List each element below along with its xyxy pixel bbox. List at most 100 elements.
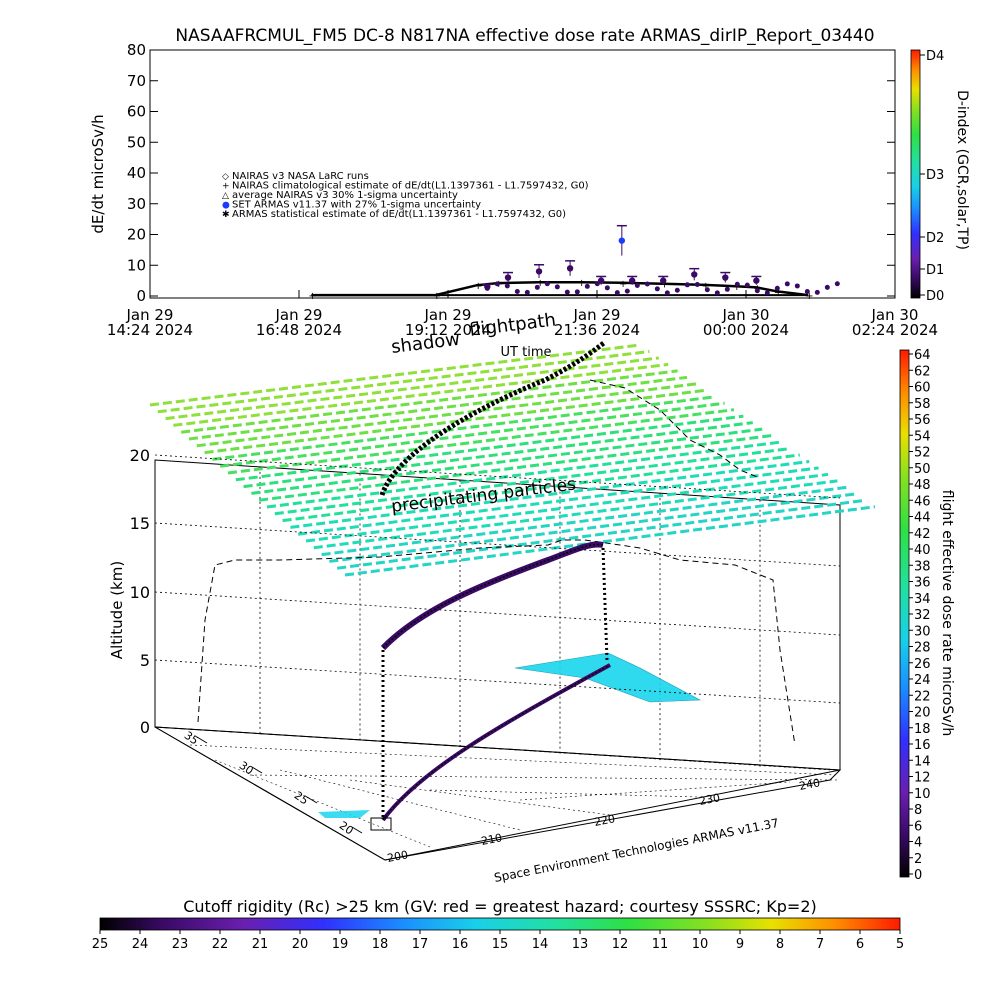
dose-rate-tick-label: 10 [914, 787, 931, 802]
armas-point [564, 289, 570, 295]
particle-row [165, 356, 659, 421]
top-x-tick-time: 02:24 2024 [852, 321, 938, 339]
top-x-tick-time: 14:24 2024 [107, 321, 193, 339]
dose-rate-tick-label: 12 [914, 771, 931, 786]
armas-point [660, 277, 667, 284]
rc-tick-label: 24 [132, 937, 149, 952]
nairas-point: + [660, 280, 668, 291]
dose-rate-ticks: 0246810121416182022242628303234363840424… [909, 348, 931, 883]
legend-entry: SET ARMAS v11.37 with 27% 1-sigma uncert… [232, 200, 481, 211]
top-x-tick-day: Jan 29 [424, 306, 472, 324]
particle-row [305, 472, 829, 543]
d-index-tick-label: D2 [926, 231, 944, 246]
nairas-point: + [774, 287, 782, 298]
top-y-tick-label: 70 [127, 72, 146, 90]
dose-rate-tick-label: 46 [914, 494, 931, 509]
floor-grid-line [249, 774, 839, 781]
dose-rate-tick-label: 22 [914, 689, 931, 704]
altitude-grid-line [154, 454, 841, 499]
longitude-tick-label: 220 [593, 812, 616, 829]
longitude-ticks: 200 210 220 230 240 [386, 776, 821, 865]
rc-colorbar-ticks: 25 24 23 22 21 20 19 18 17 16 15 14 13 12 11 10 9 8 7 6 5 [92, 930, 904, 952]
dose-rate-tick-label: 18 [914, 722, 931, 737]
top-x-tick-day: Jan 30 [722, 306, 770, 324]
longitude-tick-label: 200 [386, 848, 409, 865]
top-y-tick-label: 80 [127, 41, 146, 59]
origin-marker [370, 817, 392, 831]
armas-point [534, 284, 540, 290]
particle-row [212, 395, 716, 461]
d-index-tick-label: D0 [926, 289, 944, 304]
dose-rate-tick-label: 58 [914, 397, 931, 412]
particle-row [149, 343, 641, 407]
armas-point [614, 290, 620, 296]
altitude-grid-line [154, 659, 841, 704]
rc-tick-label: 18 [372, 937, 389, 952]
legend-symbol: ◇ [222, 172, 229, 182]
armas-point [814, 289, 820, 295]
particle-row [337, 498, 866, 570]
armas-point [504, 274, 512, 281]
rc-tick-label: 11 [652, 937, 669, 952]
dose-rate-tick-label: 48 [914, 478, 931, 493]
rc-tick-label: 25 [92, 937, 109, 952]
d-index-colorbar [910, 49, 921, 299]
flightpath-3d-black [382, 543, 604, 649]
particle-row [329, 492, 857, 563]
altitude-ticks: 0 5 10 15 20 [130, 446, 841, 771]
armas-point [654, 286, 660, 292]
armas-point [644, 281, 650, 287]
d-index-tick-label: D4 [926, 49, 944, 64]
armas-point [724, 286, 730, 292]
d-index-ticks: D0 D1 D2 D3 D4 [920, 49, 944, 304]
rc-tick-label: 20 [292, 937, 309, 952]
armas-point [744, 282, 750, 288]
top-y-tick-label: 50 [127, 133, 146, 151]
armas-point [594, 281, 600, 287]
dose-rate-tick-label: 24 [914, 673, 931, 688]
rc-tick-label: 9 [736, 937, 744, 952]
armas-point [804, 288, 810, 294]
back-wall [154, 459, 841, 771]
latitude-tick-mark [306, 796, 318, 804]
armas-point [824, 284, 830, 290]
top-x-tick-day: Jan 30 [871, 306, 919, 324]
d-index-tick-label: D1 [926, 263, 944, 278]
rc-tick-label: 6 [856, 937, 864, 952]
armas-point [514, 288, 520, 294]
top-x-tick-time: 00:00 2024 [703, 321, 789, 339]
armas-point [691, 271, 698, 278]
particle-row [235, 414, 744, 482]
altitude-axis-label: Altitude (km) [108, 561, 126, 659]
armas-point [674, 287, 680, 293]
armas-point [634, 283, 640, 289]
flightpath-3d [380, 541, 604, 651]
nairas-point: + [577, 278, 585, 289]
flightpath-descent [601, 547, 609, 661]
rc-tick-label: 14 [532, 937, 549, 952]
legend-entry: NAIRAS climatological estimate of dE/dt(… [232, 181, 589, 192]
dose-rate-tick-label: 38 [914, 559, 931, 574]
particle-row [274, 447, 791, 516]
top-y-tick-label: 30 [127, 195, 146, 213]
dose-rate-tick-label: 52 [914, 446, 931, 461]
top-x-tick-time: 21:36 2024 [554, 321, 640, 339]
top-y-tick-label: 60 [127, 103, 146, 121]
dose-rate-tick-label: 44 [914, 511, 931, 526]
armas-point [484, 285, 490, 291]
armas-point [504, 283, 510, 289]
top-x-tick-time: 16:48 2024 [256, 321, 342, 339]
dose-rate-tick-label: 36 [914, 576, 931, 591]
top-y-axis-label: dE/dt microSv/h [89, 114, 107, 233]
armas-point [754, 288, 760, 294]
legend-symbol: ✱ [222, 210, 230, 220]
altitude-tick-label: 10 [130, 583, 150, 602]
nairas-point: + [433, 291, 441, 302]
armas-point [597, 277, 605, 284]
armas-point [834, 281, 840, 287]
legend-symbol: + [222, 182, 230, 192]
particle-row [227, 408, 735, 475]
latitude-tick-mark [351, 826, 363, 834]
